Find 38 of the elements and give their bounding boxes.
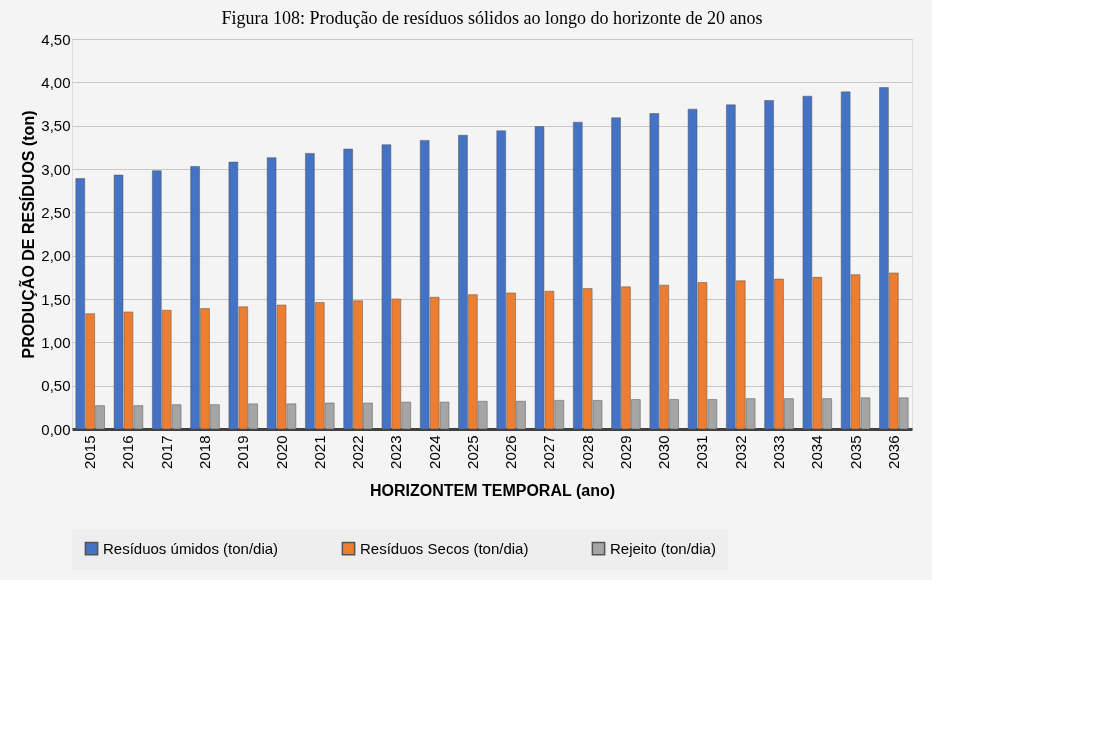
x-tick-label: 2030: [655, 435, 673, 469]
x-tick-label: 2033: [770, 435, 788, 469]
x-tick-label: 2015: [81, 435, 99, 469]
x-tick-label: 2024: [425, 435, 443, 469]
y-tick-label: 1,00: [41, 333, 71, 351]
legend-label: Resíduos úmidos (ton/dia): [103, 539, 279, 557]
x-tick-label: 2020: [272, 435, 290, 469]
x-tick-label: 2022: [349, 435, 367, 469]
x-tick-label: 2026: [502, 435, 520, 469]
y-tick-label: 1,50: [41, 290, 71, 308]
x-tick-label: 2018: [195, 435, 213, 469]
chart-title: Figura 108: Produção de resíduos sólidos ao longo do horizonte de 20 anos: [221, 8, 763, 28]
x-tick-label: 2034: [808, 435, 826, 469]
x-tick-label: 2025: [463, 435, 481, 469]
x-tick-label: 2031: [693, 435, 711, 469]
y-tick-label: 3,00: [41, 160, 71, 178]
x-axis-title: HORIZONTEM TEMPORAL (ano): [369, 481, 616, 499]
legend-label: Rejeito (ton/dia): [610, 539, 716, 557]
x-tick-label: 2017: [157, 435, 175, 469]
x-tick-label: 2028: [578, 435, 596, 469]
y-axis-title: PRODUÇÃO DE RESÍDUOS (ton): [18, 110, 38, 359]
x-tick-label: 2029: [616, 435, 634, 469]
y-tick-label: 3,50: [41, 117, 71, 135]
legend-label: Resíduos Secos (ton/dia): [360, 539, 529, 557]
x-tick-label: 2021: [310, 435, 328, 469]
y-tick-label: 2,00: [41, 247, 71, 265]
x-tick-label: 2019: [234, 435, 252, 469]
x-tick-label: 2032: [731, 435, 749, 469]
x-tick-label: 2027: [540, 435, 558, 469]
y-tick-label: 4,00: [41, 73, 71, 91]
x-tick-label: 2036: [884, 435, 902, 469]
y-tick-label: 4,50: [41, 30, 71, 48]
y-tick-label: 2,50: [41, 203, 71, 221]
x-tick-label: 2016: [119, 435, 137, 469]
y-tick-label: 0,00: [41, 420, 71, 438]
y-tick-label: 0,50: [41, 377, 71, 395]
x-tick-label: 2023: [387, 435, 405, 469]
x-tick-label: 2035: [846, 435, 864, 469]
